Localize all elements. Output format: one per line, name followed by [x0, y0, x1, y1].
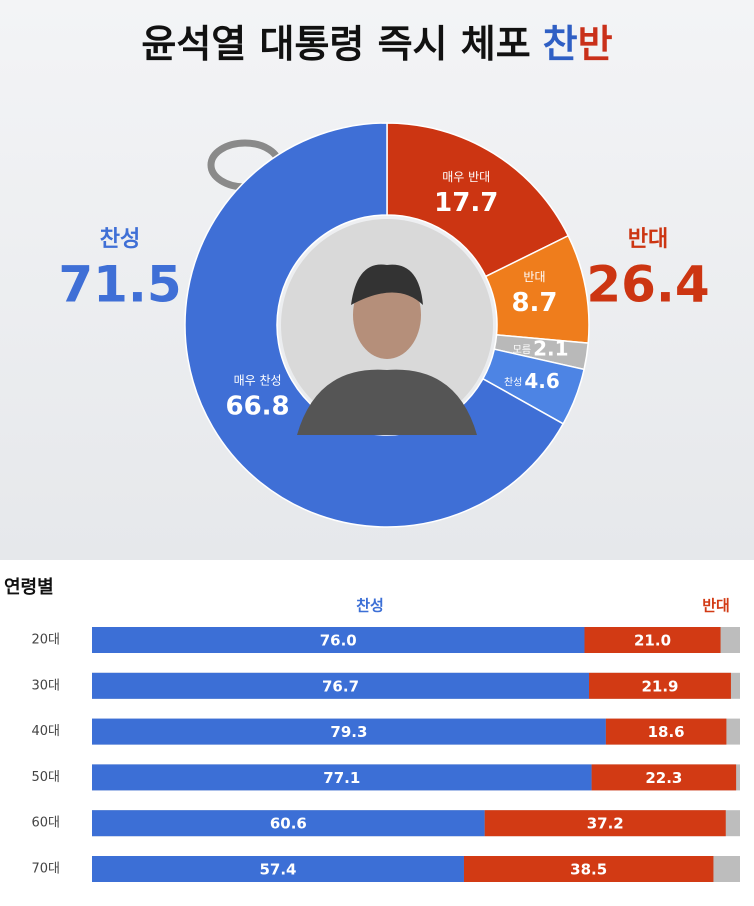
- category-label: 70대: [31, 862, 60, 877]
- segment-name: 매우 찬성: [234, 372, 282, 387]
- bar-value-label: 77.1: [323, 769, 360, 787]
- category-label: 50대: [31, 770, 60, 785]
- photo-silhouette: [297, 369, 477, 435]
- segment-name: 반대: [523, 270, 545, 284]
- bar-value-label: 21.0: [634, 632, 671, 650]
- bar-value-label: 60.6: [270, 815, 307, 833]
- segment-name: 모름: [513, 344, 531, 356]
- segment-value: 2.1: [533, 336, 568, 360]
- total-value: 26.4: [586, 256, 709, 314]
- legend-label: 찬성: [356, 597, 384, 615]
- title-part: 윤석열 대통령 즉시 체포: [141, 22, 530, 66]
- bar-segment: [584, 627, 721, 653]
- bar-segment: [92, 627, 585, 653]
- category-label: 30대: [31, 678, 60, 693]
- segment-value: 17.7: [434, 188, 498, 218]
- bar-value-label: 76.0: [320, 632, 357, 650]
- total-label: 찬성: [100, 227, 140, 252]
- bar-value-label: 18.6: [648, 723, 685, 741]
- bar-value-label: 22.3: [645, 769, 682, 787]
- category-label: 20대: [31, 633, 60, 648]
- category-label: 40대: [31, 724, 60, 739]
- bar-segment: [591, 764, 737, 791]
- segment-name: 매우 반대: [442, 170, 490, 184]
- title-part: 반: [578, 22, 613, 66]
- bar-segment: [605, 718, 727, 745]
- bar-value-label: 21.9: [641, 677, 678, 695]
- segment-value: 66.8: [225, 391, 289, 421]
- total-value: 71.5: [58, 256, 181, 314]
- bar-segment: [92, 718, 606, 745]
- bar-value-label: 38.5: [570, 861, 607, 879]
- bar-value-label: 37.2: [587, 815, 624, 833]
- bar-value-label: 57.4: [259, 861, 296, 879]
- segment-value: 4.6: [524, 369, 559, 393]
- total-label: 반대: [628, 227, 668, 252]
- section-title: 연령별: [4, 577, 54, 598]
- bar-segment: [589, 672, 731, 699]
- photo-hair: [351, 264, 423, 305]
- segment-value: 8.7: [511, 288, 557, 318]
- legend-label: 반대: [702, 597, 730, 615]
- bar-segment: [92, 764, 592, 791]
- bar-value-label: 79.3: [330, 723, 367, 741]
- bar-segment: [463, 856, 714, 882]
- category-label: 60대: [31, 816, 60, 831]
- bar-segment: [92, 856, 464, 882]
- bar-segment: [92, 810, 485, 837]
- title: 윤석열 대통령 즉시 체포 찬반: [141, 22, 612, 66]
- bar-segment: [484, 810, 726, 837]
- segment-name: 찬성: [504, 376, 522, 388]
- bar-segment: [92, 672, 590, 699]
- title-part: 찬: [543, 22, 578, 66]
- bar-value-label: 76.7: [322, 677, 359, 695]
